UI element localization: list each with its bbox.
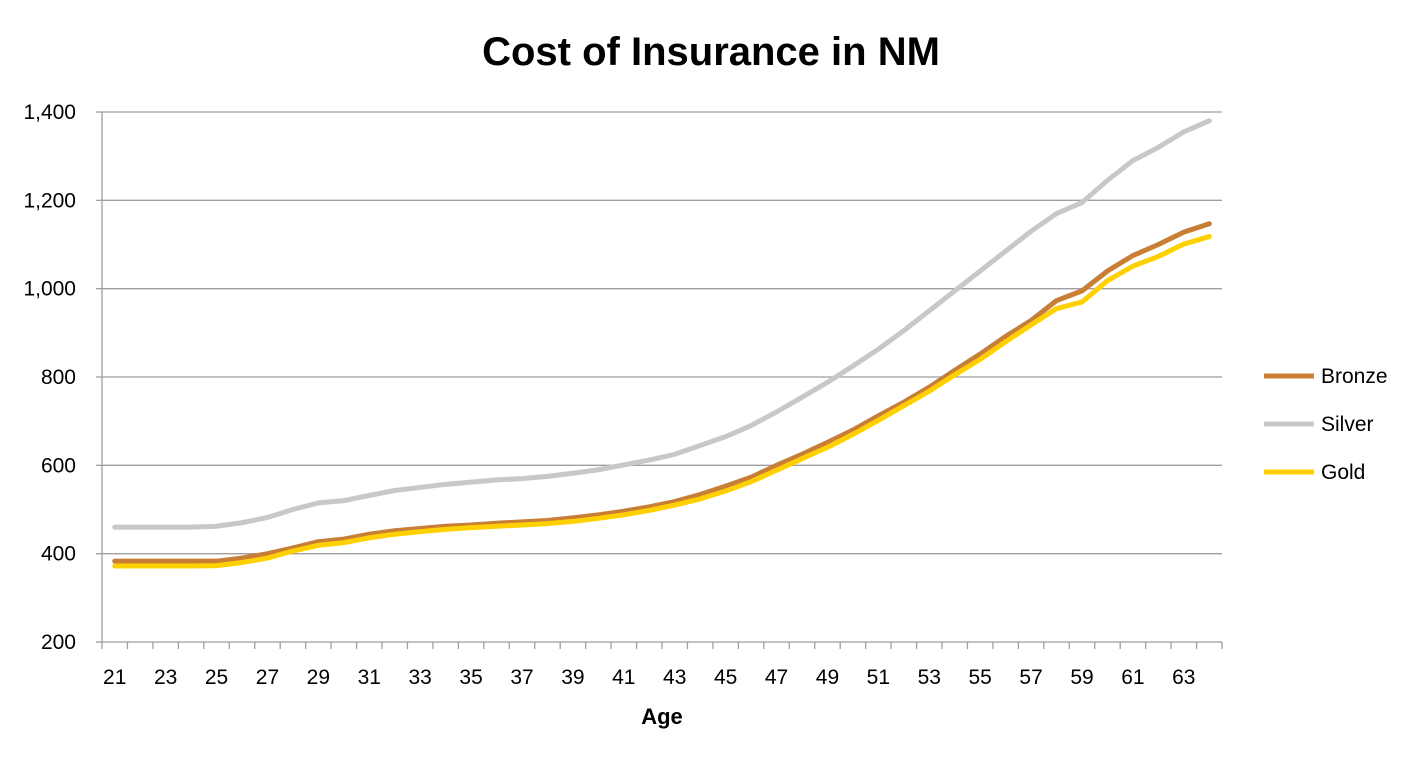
legend-label-gold: Gold: [1321, 461, 1365, 484]
x-tick-label: 33: [409, 666, 432, 689]
x-tick-label: 61: [1121, 666, 1144, 689]
x-tick-label: 35: [459, 666, 482, 689]
y-tick-label: 1,000: [23, 278, 76, 301]
x-tick-label: 49: [816, 666, 839, 689]
series-line-gold: [112, 234, 1212, 569]
y-tick-label: 800: [41, 366, 76, 389]
y-tick-label: 600: [41, 454, 76, 477]
chart-title: Cost of Insurance in NM: [482, 30, 940, 74]
x-tick-label: 25: [205, 666, 228, 689]
legend: Bronze Silver Gold: [1264, 365, 1388, 484]
y-tick-label: 1,400: [23, 101, 76, 124]
x-tick-label: 63: [1172, 666, 1195, 689]
x-axis-label: Age: [641, 704, 683, 729]
series-line-silver: [112, 118, 1212, 530]
x-tick-label: 55: [969, 666, 992, 689]
x-tick-label: 57: [1019, 666, 1042, 689]
x-tick-label: 31: [358, 666, 381, 689]
y-tick-label: 400: [41, 543, 76, 566]
x-tick-label: 59: [1070, 666, 1093, 689]
legend-label-silver: Silver: [1321, 413, 1374, 436]
x-tick-label: 27: [256, 666, 279, 689]
series-lines: [112, 118, 1212, 569]
x-tick-label: 39: [561, 666, 584, 689]
x-tick-label: 41: [612, 666, 635, 689]
x-tick-label: 51: [867, 666, 890, 689]
x-tick-label: 47: [765, 666, 788, 689]
axes: 200 400 600 800 1,000 1,200 1,400 21 23 25 27 29 31 3…: [23, 101, 1223, 689]
x-tick-label: 45: [714, 666, 737, 689]
x-tick-label: 53: [918, 666, 941, 689]
x-tick-label: 23: [154, 666, 177, 689]
legend-label-bronze: Bronze: [1321, 365, 1388, 388]
y-tick-label: 200: [41, 631, 76, 654]
series-line-bronze: [112, 221, 1212, 564]
x-tick-label: 37: [510, 666, 533, 689]
x-tick-label: 29: [307, 666, 330, 689]
gridlines: [102, 111, 1222, 555]
x-tick-label: 21: [103, 666, 126, 689]
y-tick-label: 1,200: [23, 189, 76, 212]
x-tick-label: 43: [663, 666, 686, 689]
